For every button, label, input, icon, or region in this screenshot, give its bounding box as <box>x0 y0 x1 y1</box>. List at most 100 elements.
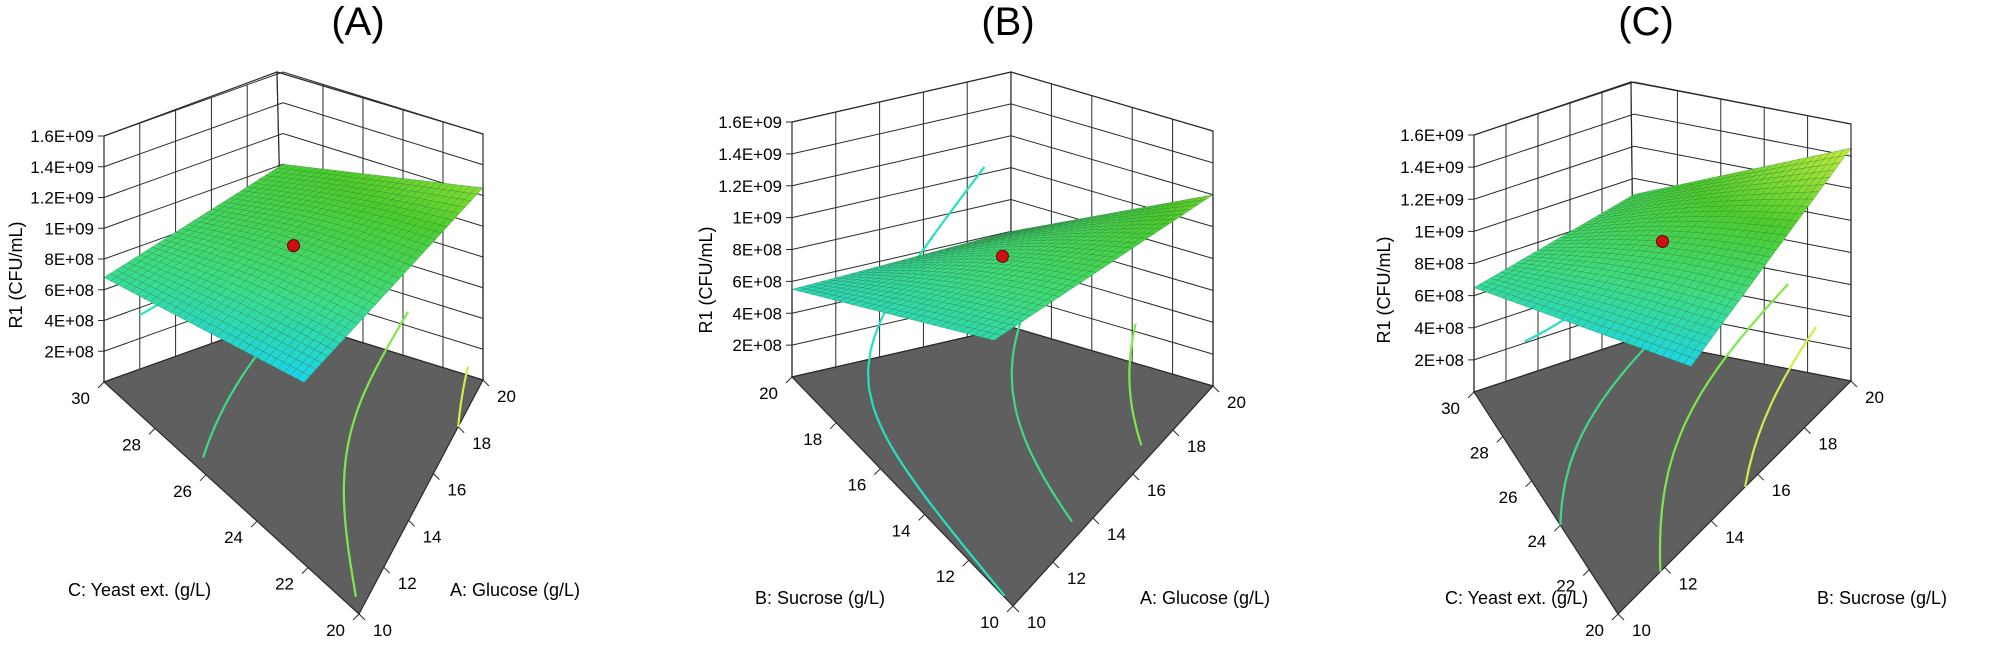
y-tick-mark <box>962 559 970 567</box>
z-tick-label: 6E+08 <box>1414 287 1464 306</box>
z-tick-label: 1E+09 <box>732 209 782 228</box>
z-axis-label: R1 (CFU/mL) <box>696 227 716 334</box>
design-point <box>996 249 1009 263</box>
x-tick-mark <box>1212 385 1220 393</box>
z-tick-label: 1.2E+09 <box>1400 190 1464 209</box>
z-tick-label: 2E+08 <box>44 342 94 361</box>
y-tick-mark <box>352 613 360 621</box>
x-tick-mark <box>1172 429 1180 437</box>
z-tick-label: 6E+08 <box>732 272 782 291</box>
x-axis-label: A: Glucose (g/L) <box>1140 588 1270 608</box>
wall-grid-line <box>791 135 1012 187</box>
y-tick-mark <box>829 422 837 430</box>
z-tick-label: 2E+08 <box>732 336 782 355</box>
response-surface <box>103 164 484 383</box>
wall-grid-line <box>1633 81 1852 125</box>
y-tick-label: 24 <box>1527 532 1546 551</box>
surface-cell <box>986 333 1002 341</box>
x-tick-label: 18 <box>472 434 491 453</box>
z-tick-label: 1.2E+09 <box>718 177 782 196</box>
x-tick-mark <box>1012 605 1020 613</box>
x-tick-mark <box>433 473 440 480</box>
x-tick-label: 20 <box>1865 388 1884 407</box>
x-tick-label: 12 <box>1067 569 1086 588</box>
z-tick-label: 6E+08 <box>44 281 94 300</box>
x-tick-mark <box>1092 517 1100 525</box>
wall-grid-line <box>1473 177 1635 232</box>
y-tick-label: 24 <box>224 528 243 547</box>
y-tick-mark <box>1582 569 1590 576</box>
z-tick-label: 1.4E+09 <box>1400 158 1464 177</box>
y-tick-mark <box>1006 605 1014 613</box>
y-tick-mark <box>1525 480 1532 488</box>
y-tick-label: 18 <box>803 430 822 449</box>
x-axis-label: B: Sucrose (g/L) <box>1817 588 1947 608</box>
floor-contour-line <box>1744 326 1817 488</box>
design-point <box>287 239 300 253</box>
y-tick-label: 16 <box>847 476 866 495</box>
wall-grid-line <box>1473 145 1635 200</box>
x-tick-mark <box>1710 520 1718 528</box>
x-tick-label: 14 <box>1107 525 1126 544</box>
wall-grid-line <box>103 133 284 198</box>
surface-cell <box>1683 356 1697 367</box>
x-tick-mark <box>1757 473 1765 481</box>
y-tick-mark <box>918 514 925 521</box>
y-tick-mark <box>1496 436 1504 443</box>
y-tick-mark <box>785 376 793 384</box>
wall-grid-line <box>791 167 1012 219</box>
z-tick-label: 1E+09 <box>1414 222 1464 241</box>
y-tick-label: 22 <box>275 575 294 594</box>
x-tick-label: 18 <box>1187 437 1206 456</box>
y-tick-label: 22 <box>1556 577 1575 596</box>
wall-grid-line <box>103 71 284 137</box>
floor-contour-line <box>342 311 409 597</box>
y-tick-mark <box>250 520 258 528</box>
wall-grid-line <box>1473 81 1635 136</box>
panel-a: (A) 2E+08 4E+08 6E+08 8E+08 1E+09 1.2E+09 1.4E+… <box>6 0 580 640</box>
x-tick-mark <box>1664 567 1671 574</box>
x-tick-mark <box>1850 380 1858 388</box>
response-surface <box>791 194 1214 341</box>
y-tick-label: 26 <box>173 482 192 501</box>
y-tick-label: 20 <box>1585 621 1604 640</box>
response-surface <box>1473 147 1852 367</box>
wall-grid-line <box>1633 113 1852 157</box>
y-tick-label: 20 <box>759 384 778 403</box>
x-tick-label: 20 <box>1227 393 1246 412</box>
z-tick-label: 1.6E+09 <box>1400 126 1464 145</box>
y-axis-label: B: Sucrose (g/L) <box>755 588 885 608</box>
y-tick-label: 30 <box>71 389 90 408</box>
z-tick-label: 8E+08 <box>44 250 94 269</box>
y-tick-label: 30 <box>1441 399 1460 418</box>
y-tick-label: 12 <box>936 567 955 586</box>
x-tick-mark <box>482 379 490 387</box>
y-tick-label: 14 <box>892 521 911 540</box>
contour-floor <box>790 326 1215 607</box>
y-tick-mark <box>148 428 156 435</box>
x-tick-mark <box>408 520 415 527</box>
z-tick-label: 1.6E+09 <box>718 113 782 132</box>
panel-b: (B) 2E+08 4E+08 6E+08 8E+08 1E+09 1.2E+09 1.4E+… <box>696 0 1270 632</box>
wall-grid-line <box>791 71 1012 123</box>
x-tick-label: 12 <box>1679 574 1698 593</box>
floor-contour-line <box>1128 323 1143 446</box>
panel-title: (A) <box>331 0 384 44</box>
y-tick-mark <box>874 468 881 475</box>
x-tick-label: 10 <box>1632 621 1651 640</box>
wall-grid-line <box>1010 135 1214 196</box>
panel-title: (B) <box>981 0 1034 44</box>
y-tick-mark <box>301 567 309 574</box>
z-tick-label: 4E+08 <box>1414 319 1464 338</box>
z-tick-label: 8E+08 <box>732 241 782 260</box>
surface-cell <box>296 372 311 383</box>
x-tick-label: 18 <box>1818 435 1837 454</box>
z-axis-label: R1 (CFU/mL) <box>1374 237 1394 344</box>
panel-c: (C) 2E+08 4E+08 6E+08 8E+08 1E+09 1.2E+09 1.4E+… <box>1374 0 1947 640</box>
wall-grid-line <box>282 71 484 135</box>
x-tick-label: 10 <box>373 621 392 640</box>
wall-grid-line <box>103 102 284 168</box>
x-axis-label: A: Glucose (g/L) <box>450 580 580 600</box>
y-axis-label: C: Yeast ext. (g/L) <box>68 580 211 600</box>
